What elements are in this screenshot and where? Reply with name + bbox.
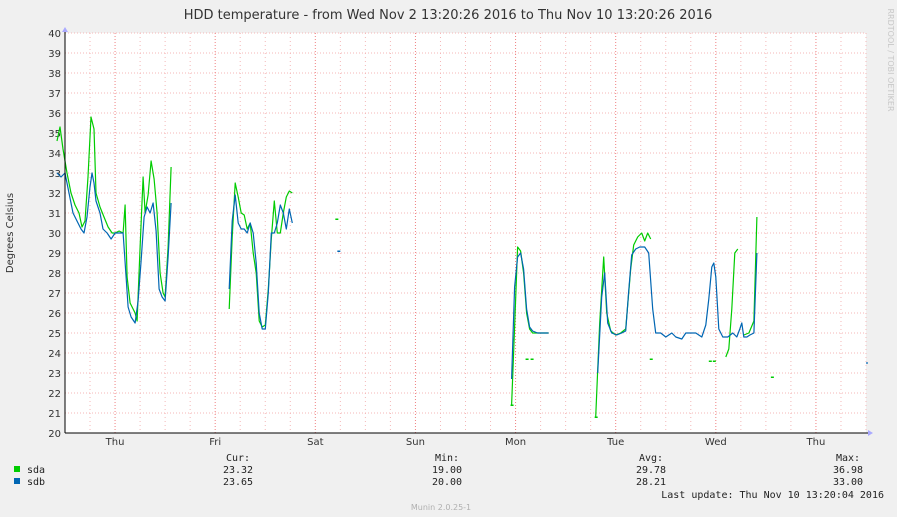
sdb-line-segment [597,246,758,374]
sda-legend-min: 19.00 [432,465,462,476]
y-tick-label: 35 [48,129,61,140]
sdb-line-segment [56,172,172,324]
y-tick-label: 26 [48,309,61,320]
sdb-point [337,250,341,252]
legend-header-cur: Cur: [226,453,250,464]
y-tick-label: 39 [48,49,61,60]
x-tick-label: Mon [505,437,526,448]
y-tick-label: 20 [48,429,61,440]
x-tick-label: Tue [606,437,624,448]
y-tick-label: 25 [48,329,61,340]
series-lines [56,116,868,418]
sda-point [770,376,774,378]
x-axis-arrow [868,430,873,436]
legend-header-min: Min: [435,453,459,464]
sda-legend-cur: 23.32 [223,465,253,476]
munin-version: Munin 2.0.25-1 [411,503,471,512]
sda-point [712,360,716,362]
x-tick-label: Thu [105,437,125,448]
sdb-legend-swatch [14,478,20,484]
sda-line-segment [743,216,758,336]
legend: Cur: Min: Avg: Max: sda 23.32 19.00 29.78 36.98 s… [14,453,863,488]
y-tick-label: 23 [48,369,61,380]
y-tick-label: 34 [48,149,61,160]
sda-legend-label: sda [27,465,45,476]
y-tick-label: 33 [48,169,61,180]
sda-line-segment [56,116,172,322]
last-update: Last update: Thu Nov 10 13:20:04 2016 [661,490,884,501]
y-tick-label: 37 [48,89,61,100]
y-tick-label: 22 [48,389,61,400]
y-tick-label: 30 [48,229,61,240]
y-tick-label: 36 [48,109,61,120]
y-tick-label: 31 [48,209,61,220]
x-tick-label: Sat [307,437,323,448]
chart-title: HDD temperature - from Wed Nov 2 13:20:2… [184,8,713,23]
x-tick-label: Wed [705,437,727,448]
y-tick-label: 40 [48,29,61,40]
sdb-legend-avg: 28.21 [636,477,666,488]
sdb-legend-label: sdb [27,477,45,488]
grid-lines [64,32,867,434]
y-tick-label: 28 [48,269,61,280]
rrdtool-watermark: RRDTOOL / TOBI OETIKER [886,8,895,111]
sda-point [510,404,514,406]
y-tick-label: 27 [48,289,61,300]
x-tick-label: Thu [806,437,826,448]
sda-point [525,358,529,360]
sda-legend-max: 36.98 [833,465,863,476]
x-tick-labels: Thu Fri Sat Sun Mon Tue Wed Thu [105,437,826,448]
sda-legend-avg: 29.78 [636,465,666,476]
x-tick-label: Sun [406,437,425,448]
sdb-legend-max: 33.00 [833,477,863,488]
y-tick-label: 24 [48,349,61,360]
x-tick-label: Fri [209,437,221,448]
sda-line-segment [725,248,739,358]
sda-point [530,358,534,360]
legend-header-max: Max: [836,453,860,464]
sdb-line-segment [228,194,293,330]
sdb-legend-min: 20.00 [432,477,462,488]
axes [62,27,873,436]
y-tick-label: 29 [48,249,61,260]
y-tick-labels: 20 21 22 23 24 25 26 27 28 29 30 31 32 33 34 35 36 37 38 39… [48,29,61,440]
y-axis-arrow [62,27,68,32]
sda-point [594,416,598,418]
y-tick-label: 32 [48,189,61,200]
sdb-line-segment [511,252,549,380]
sdb-legend-cur: 23.65 [223,477,253,488]
sda-legend-swatch [14,466,20,472]
sda-point [649,358,653,360]
sda-point [335,218,339,220]
y-axis-label: Degrees Celsius [5,193,16,273]
y-tick-label: 21 [48,409,61,420]
legend-header-avg: Avg: [639,453,663,464]
y-tick-label: 38 [48,69,61,80]
sda-point [708,360,712,362]
